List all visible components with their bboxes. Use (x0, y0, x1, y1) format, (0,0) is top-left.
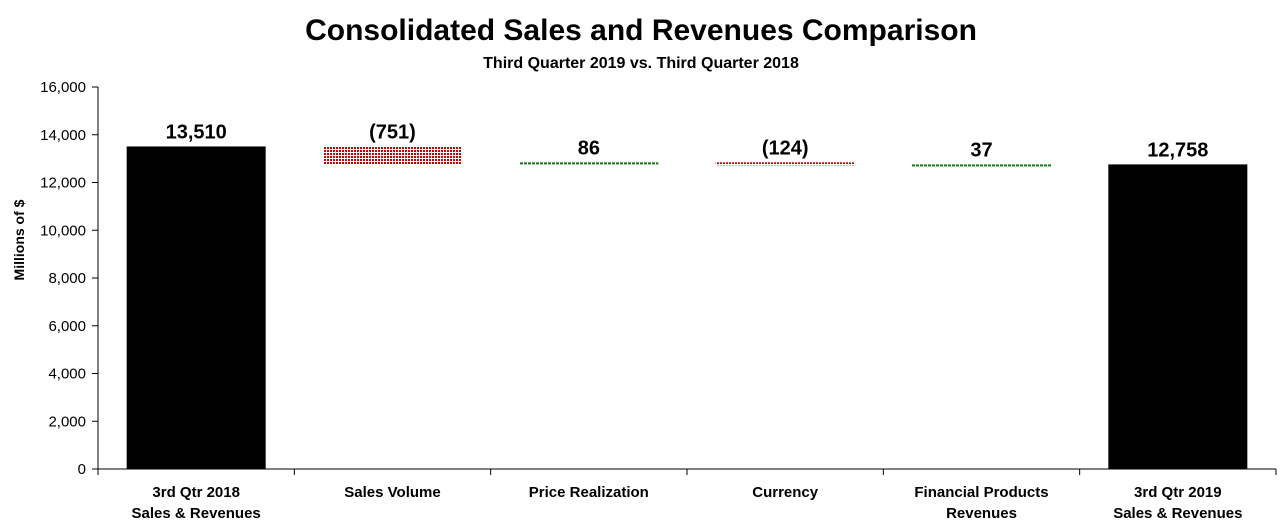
bar-increase (519, 162, 659, 165)
x-category-label: Sales Volume (344, 484, 440, 501)
chart-title: Consolidated Sales and Revenues Comparis… (305, 14, 977, 47)
y-axis-label: Millions of $ (11, 199, 27, 280)
y-tick-label: 14,000 (40, 127, 86, 144)
data-label: (124) (762, 137, 809, 159)
y-tick-label: 10,000 (40, 222, 86, 239)
x-category-label: Revenues (946, 505, 1017, 522)
y-tick-label: 6,000 (48, 318, 86, 335)
x-category-label: Price Realization (529, 484, 649, 501)
data-label: (751) (369, 121, 416, 143)
bar-total (126, 146, 266, 470)
data-label: 86 (578, 137, 600, 159)
x-category-label: Sales & Revenues (1113, 505, 1242, 522)
bar-decrease (715, 162, 855, 166)
y-tick-label: 12,000 (40, 175, 86, 192)
data-label: 12,758 (1147, 139, 1208, 161)
x-category-label: 3rd Qtr 2018 (152, 484, 240, 501)
x-category-label: Financial Products (914, 484, 1048, 501)
y-tick-label: 4,000 (48, 366, 86, 383)
chart-subtitle: Third Quarter 2019 vs. Third Quarter 201… (483, 55, 799, 72)
y-tick-label: 0 (78, 461, 86, 478)
y-tick-label: 8,000 (48, 270, 86, 287)
data-label: 13,510 (166, 121, 227, 143)
y-tick-label: 16,000 (40, 79, 86, 96)
bar-decrease (323, 146, 462, 165)
x-category-label: 3rd Qtr 2019 (1134, 484, 1222, 501)
x-category-label: Currency (752, 484, 819, 501)
data-label: 37 (970, 139, 992, 161)
bar-total (1108, 164, 1248, 469)
bar-increase (912, 164, 1051, 167)
x-category-label: Sales & Revenues (132, 505, 261, 522)
y-tick-label: 2,000 (48, 413, 86, 430)
